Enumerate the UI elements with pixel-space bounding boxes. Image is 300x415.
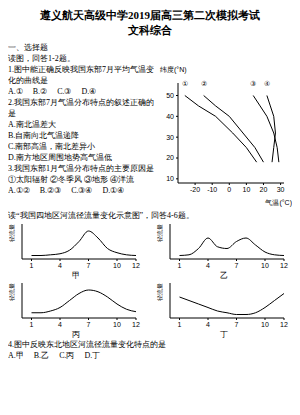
html-text:一、选择题: 一、选择题	[8, 43, 48, 52]
html-text:读图，回答1-2题。: 读图，回答1-2题。	[8, 54, 75, 63]
svg-text:7: 7	[235, 262, 239, 269]
html-text:B.乙: B.乙	[33, 351, 50, 360]
html-text:文科综合: 文科综合	[128, 24, 172, 36]
html-text:D.④: D.④	[81, 87, 97, 96]
svg-text:0: 0	[227, 186, 231, 193]
svg-text:③: ③	[250, 80, 256, 88]
svg-text:10: 10	[261, 321, 269, 328]
svg-text:50: 50	[166, 92, 174, 99]
svg-text:①: ①	[182, 80, 188, 88]
svg-text:10: 10	[242, 186, 250, 193]
html-text:1.图中能正确反映我国东部7月平均气温变化的曲线是: 1.图中能正确反映我国东部7月平均气温变化的曲线是	[8, 65, 154, 85]
html-text:C.③: C.③	[57, 87, 72, 96]
html-text:2.我国东部7月气温分布特点的叙述正确的是: 2.我国东部7月气温分布特点的叙述正确的是	[8, 98, 154, 118]
html-text:遵义航天高级中学2019届高三第二次模拟考试: 遵义航天高级中学2019届高三第二次模拟考试	[40, 9, 260, 21]
svg-text:20: 20	[166, 154, 174, 161]
svg-text:径流量: 径流量	[8, 283, 15, 301]
svg-text:径流量: 径流量	[156, 224, 163, 242]
html-text:丁: 丁	[220, 330, 228, 339]
html-text:A.南北温差大: A.南北温差大	[8, 120, 56, 129]
html-text:D.①④: D.①④	[102, 186, 125, 195]
svg-text:30: 30	[166, 134, 174, 141]
html-text:C.南部高温，南北差异小: C.南部高温，南北差异小	[8, 142, 96, 151]
svg-text:4: 4	[58, 321, 62, 328]
html-text:①太阳辐射 ②冬季风 ③地形 ④洋流: ①太阳辐射 ②冬季风 ③地形 ④洋流	[8, 175, 134, 184]
svg-text:④: ④	[264, 80, 270, 88]
html-text:B.自南向北气温递降: B.自南向北气温递降	[8, 131, 80, 140]
svg-text:-20: -20	[190, 186, 200, 193]
svg-text:10: 10	[166, 175, 174, 182]
svg-text:10: 10	[113, 262, 121, 269]
html-text:B.②: B.②	[32, 87, 48, 96]
html-text:3.我国东部1月气温分布特点的主要原因是: 3.我国东部1月气温分布特点的主要原因是	[8, 164, 154, 173]
svg-text:②: ②	[201, 80, 207, 88]
svg-text:12: 12	[132, 321, 140, 328]
svg-text:-10: -10	[207, 186, 217, 193]
svg-text:12: 12	[132, 262, 140, 269]
html-text:D.丁: D.丁	[84, 351, 101, 360]
html-text:丙: 丙	[72, 330, 80, 339]
svg-text:径流量: 径流量	[156, 283, 163, 301]
svg-text:4: 4	[58, 262, 62, 269]
html-text:纬度(°N): 纬度(°N)	[160, 66, 187, 73]
svg-text:30: 30	[277, 186, 285, 193]
svg-text:7: 7	[235, 321, 239, 328]
html-text:A.①②: A.①②	[8, 186, 30, 195]
html-text:B.②③: B.②③	[39, 186, 62, 195]
html-text:D.南方地区周围地势高气温低: D.南方地区周围地势高气温低	[8, 153, 112, 162]
html-text:C.丙: C.丙	[59, 351, 75, 360]
html-text:4.图中反映东北地区河流径流量变化特点的是: 4.图中反映东北地区河流径流量变化特点的是	[8, 340, 166, 349]
svg-text:10: 10	[113, 321, 121, 328]
svg-text:1: 1	[178, 321, 182, 328]
svg-text:12: 12	[280, 321, 288, 328]
html-text:读“我国四地区河流径流量变化示意图”，回答4-6题。: 读“我国四地区河流径流量变化示意图”，回答4-6题。	[8, 211, 194, 220]
svg-text:1: 1	[30, 321, 34, 328]
svg-text:4: 4	[206, 262, 210, 269]
svg-text:7: 7	[87, 321, 91, 328]
svg-text:1: 1	[30, 262, 34, 269]
svg-text:7: 7	[87, 262, 91, 269]
svg-text:1: 1	[178, 262, 182, 269]
html-text:A.①: A.①	[8, 87, 23, 96]
html-text:C.③④: C.③④	[71, 186, 93, 195]
html-text:A.甲: A.甲	[8, 351, 24, 360]
svg-text:4: 4	[206, 321, 210, 328]
html-text:气温(°C): 气温(°C)	[265, 199, 292, 206]
svg-text:20: 20	[260, 186, 268, 193]
svg-text:12: 12	[280, 262, 288, 269]
html-text:甲: 甲	[72, 271, 80, 280]
svg-text:径流量: 径流量	[8, 224, 15, 242]
svg-text:10: 10	[261, 262, 269, 269]
html-text:乙: 乙	[220, 271, 228, 280]
svg-text:40: 40	[166, 113, 174, 120]
